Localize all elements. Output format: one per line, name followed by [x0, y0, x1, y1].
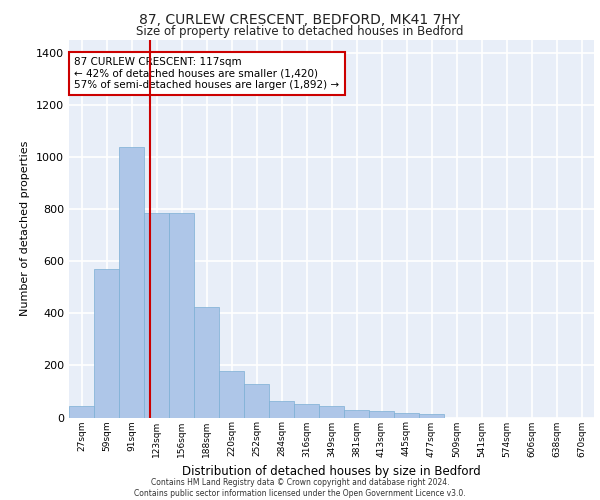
- Bar: [294, 404, 319, 417]
- Bar: [94, 269, 119, 418]
- Text: 87 CURLEW CRESCENT: 117sqm
← 42% of detached houses are smaller (1,420)
57% of s: 87 CURLEW CRESCENT: 117sqm ← 42% of deta…: [74, 57, 340, 90]
- Bar: [419, 414, 444, 418]
- Bar: [194, 307, 219, 418]
- Bar: [244, 384, 269, 418]
- Bar: [169, 213, 194, 418]
- Bar: [144, 213, 169, 418]
- Bar: [119, 146, 144, 418]
- Bar: [344, 410, 369, 418]
- Y-axis label: Number of detached properties: Number of detached properties: [20, 141, 31, 316]
- Bar: [319, 406, 344, 417]
- Text: Size of property relative to detached houses in Bedford: Size of property relative to detached ho…: [136, 25, 464, 38]
- Text: Contains HM Land Registry data © Crown copyright and database right 2024.
Contai: Contains HM Land Registry data © Crown c…: [134, 478, 466, 498]
- Text: 87, CURLEW CRESCENT, BEDFORD, MK41 7HY: 87, CURLEW CRESCENT, BEDFORD, MK41 7HY: [139, 12, 461, 26]
- Bar: [369, 411, 394, 418]
- X-axis label: Distribution of detached houses by size in Bedford: Distribution of detached houses by size …: [182, 465, 481, 478]
- Bar: [394, 413, 419, 418]
- Bar: [269, 400, 294, 417]
- Bar: [219, 370, 244, 418]
- Bar: [69, 406, 94, 417]
